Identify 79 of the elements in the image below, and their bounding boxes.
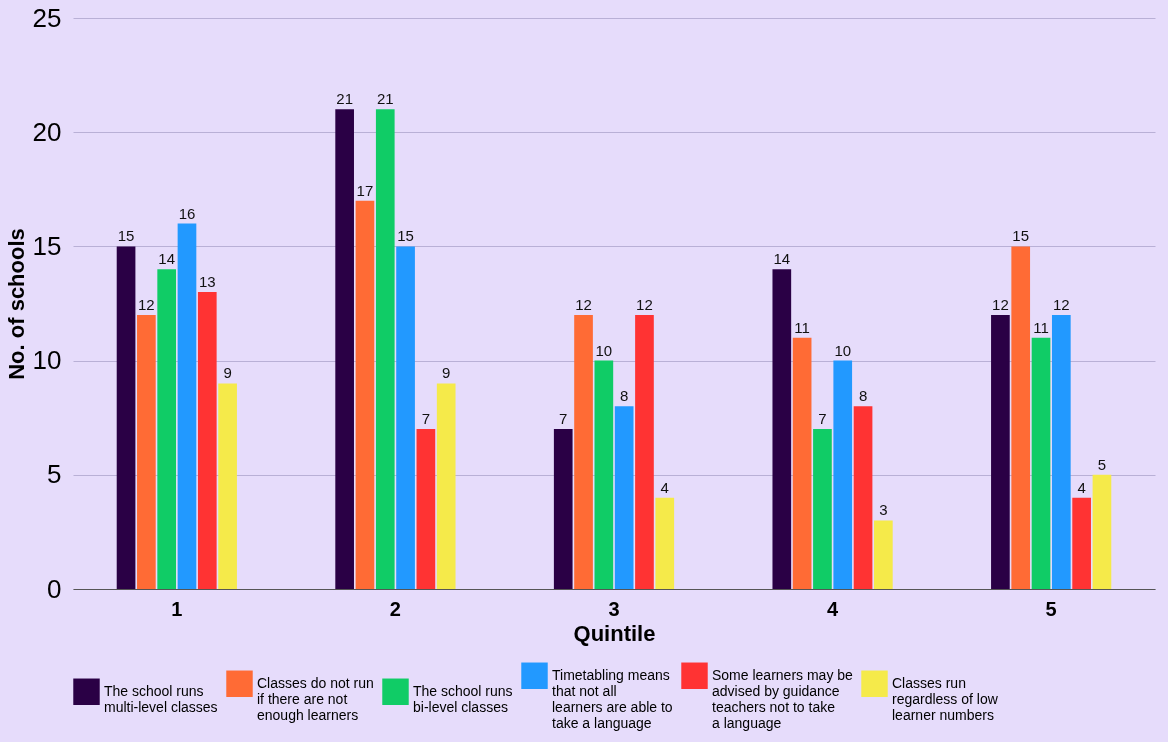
legend-label: Timetabling means that not all learners are able to take a language (552, 666, 673, 731)
data-label: 4 (1077, 478, 1086, 496)
data-label: 3 (879, 501, 888, 519)
data-label: 12 (575, 295, 592, 313)
data-label: 10 (595, 341, 613, 359)
bar (116, 246, 136, 589)
data-label: 5 (1097, 455, 1107, 473)
data-label: 10 (834, 341, 852, 359)
x-tick-label: 2 (389, 597, 401, 620)
bar (416, 429, 436, 589)
data-label: 11 (794, 318, 810, 336)
bar (375, 109, 395, 589)
data-label: 21 (336, 90, 353, 108)
bar (218, 383, 237, 589)
data-label: 12 (636, 295, 653, 313)
bar (574, 314, 593, 589)
bar (772, 269, 792, 589)
bar (853, 406, 873, 589)
bar (553, 429, 573, 589)
bar (635, 314, 654, 589)
bar (1051, 314, 1071, 589)
legend-label: Classes do not run if there are not enough learners (257, 674, 374, 723)
bar (137, 314, 156, 589)
data-label: 12 (992, 295, 1009, 313)
bar (177, 223, 197, 589)
bar (655, 497, 675, 589)
y-tick-label: 5 (47, 459, 62, 490)
x-tick-label: 5 (1045, 597, 1057, 620)
y-tick-label: 20 (32, 116, 62, 147)
bar (991, 314, 1010, 589)
bar (157, 269, 177, 589)
data-label: 7 (818, 410, 827, 428)
bar (833, 360, 853, 589)
bar (396, 246, 415, 589)
legend-label: Some learners may be advised by guidance teachers not to take a language (712, 666, 854, 731)
y-axis-title: No. of schools (3, 228, 29, 380)
data-label: 4 (660, 478, 669, 496)
bar (335, 109, 354, 589)
bar (355, 200, 375, 589)
data-label: 9 (442, 364, 451, 382)
bar (614, 406, 634, 589)
legend-label: Classes run regardless of low learner numbers (892, 674, 999, 723)
bar (594, 360, 614, 589)
data-label: 8 (858, 387, 868, 405)
y-tick-label: 25 (32, 2, 62, 33)
x-tick-label: 4 (827, 597, 840, 620)
x-axis-title: Quintile (573, 620, 656, 646)
bar (1092, 474, 1112, 589)
data-label: 21 (376, 90, 394, 108)
data-label: 13 (198, 273, 216, 291)
data-label: 12 (1052, 295, 1070, 313)
bar (1031, 337, 1051, 589)
data-label: 7 (421, 410, 431, 428)
data-label: 15 (1012, 227, 1030, 245)
bar (813, 429, 832, 589)
y-tick-label: 10 (32, 345, 62, 376)
bar (1072, 497, 1091, 589)
data-label: 12 (138, 295, 155, 313)
bar (792, 337, 812, 589)
bar (1011, 246, 1031, 589)
data-label: 9 (223, 364, 232, 382)
data-label: 14 (158, 250, 176, 268)
data-label: 15 (117, 227, 135, 245)
x-tick-label: 1 (171, 597, 183, 620)
x-tick-label: 3 (608, 597, 620, 620)
legend-label: The school runs bi-level classes (413, 682, 513, 715)
data-label: 15 (397, 227, 414, 245)
legend-label: The school runs multi-level classes (104, 682, 218, 715)
data-label: 16 (178, 204, 196, 222)
bar (436, 383, 456, 589)
y-tick-label: 15 (32, 230, 62, 261)
data-label: 11 (1033, 318, 1049, 336)
bar (874, 520, 893, 589)
data-label: 14 (773, 250, 791, 268)
bar (197, 292, 217, 589)
data-label: 8 (619, 387, 629, 405)
data-label: 17 (356, 181, 374, 199)
y-tick-label: 0 (47, 573, 62, 604)
data-label: 7 (559, 410, 568, 428)
